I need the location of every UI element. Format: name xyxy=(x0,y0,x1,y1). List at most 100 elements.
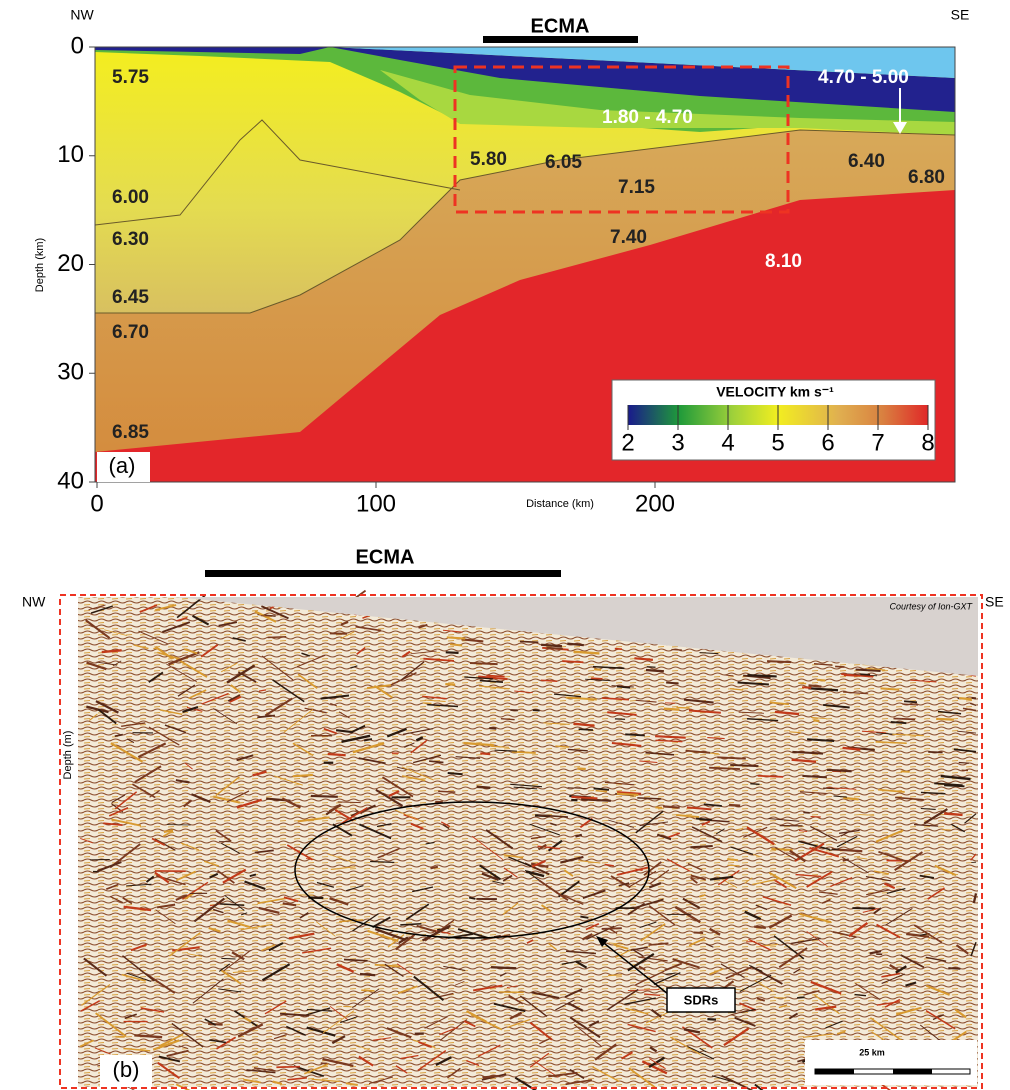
reflector xyxy=(258,906,280,915)
reflector xyxy=(219,903,245,907)
reflector xyxy=(397,985,418,995)
reflector xyxy=(525,870,545,878)
reflector xyxy=(799,912,832,924)
reflector xyxy=(666,681,679,685)
reflector xyxy=(567,1002,584,1012)
reflector xyxy=(755,904,768,911)
reflector xyxy=(258,689,267,692)
reflector xyxy=(412,754,442,764)
reflector xyxy=(607,711,637,716)
x-axis-label: Distance (km) xyxy=(526,498,594,510)
reflector xyxy=(137,742,167,759)
reflector xyxy=(187,953,203,957)
reflector xyxy=(288,932,315,940)
reflector xyxy=(810,980,842,995)
reflector xyxy=(627,1023,656,1033)
reflector xyxy=(971,696,977,700)
reflector xyxy=(85,619,111,639)
reflector xyxy=(401,661,425,681)
reflector xyxy=(297,816,330,823)
reflector xyxy=(617,791,642,795)
reflector xyxy=(96,661,118,666)
reflector xyxy=(594,668,602,671)
reflector xyxy=(95,1012,127,1038)
reflector xyxy=(151,837,166,847)
reflector xyxy=(506,985,518,988)
reflector xyxy=(803,990,820,996)
reflector xyxy=(537,843,547,851)
reflector xyxy=(352,988,380,1009)
reflector xyxy=(240,923,273,931)
reflector xyxy=(447,772,463,776)
reflector xyxy=(628,870,657,888)
reflector xyxy=(306,858,314,861)
reflector xyxy=(457,928,489,940)
sdr-ellipse xyxy=(294,801,650,939)
reflector xyxy=(330,702,338,707)
reflector xyxy=(624,997,656,1005)
reflector xyxy=(478,675,508,681)
reflector xyxy=(322,1010,355,1034)
reflector xyxy=(859,814,875,816)
reflector xyxy=(296,654,326,668)
reflector xyxy=(320,694,350,700)
reflector xyxy=(842,858,850,862)
reflector xyxy=(500,718,515,721)
reflector xyxy=(396,963,413,975)
velocity-label: 6.40 xyxy=(848,151,885,172)
reflector xyxy=(854,993,867,997)
reflector xyxy=(148,726,180,746)
reflector xyxy=(154,871,170,884)
reflector xyxy=(648,1056,666,1069)
y-tick-label: 10 xyxy=(57,141,84,168)
reflector xyxy=(866,667,886,671)
reflector xyxy=(666,858,691,872)
reflector xyxy=(479,864,502,881)
reflector xyxy=(320,1062,328,1065)
reflector xyxy=(802,774,827,779)
reflector xyxy=(130,943,148,952)
reflector xyxy=(182,799,193,808)
reflector xyxy=(683,698,714,704)
reflector xyxy=(494,749,518,752)
reflector xyxy=(588,1020,600,1027)
direction-label: SE xyxy=(985,594,1004,610)
reflector xyxy=(464,676,494,680)
reflector xyxy=(337,801,361,804)
reflector xyxy=(836,1030,846,1035)
reflector xyxy=(416,924,437,933)
reflector xyxy=(571,795,598,800)
reflector xyxy=(104,629,128,636)
reflector xyxy=(222,868,247,884)
reflector xyxy=(223,949,251,972)
reflector xyxy=(649,869,670,884)
reflector xyxy=(644,993,661,997)
reflector xyxy=(175,779,190,784)
reflector xyxy=(958,696,972,701)
reflector xyxy=(835,665,845,668)
reflector xyxy=(124,1013,137,1020)
reflector xyxy=(699,652,719,655)
reflector xyxy=(633,898,664,909)
reflector xyxy=(279,1012,310,1017)
reflector xyxy=(478,685,510,690)
reflector xyxy=(81,983,111,1006)
reflector xyxy=(404,742,415,748)
reflector xyxy=(513,786,538,790)
arrow xyxy=(599,939,669,995)
reflector xyxy=(489,726,497,730)
reflector xyxy=(159,709,183,716)
reflector xyxy=(875,741,907,745)
reflector xyxy=(386,1027,412,1039)
reflector xyxy=(311,1078,340,1083)
reflector xyxy=(730,764,759,768)
reflector xyxy=(463,1020,476,1028)
colorbar-tick-label: 5 xyxy=(771,429,784,456)
reflector xyxy=(841,673,874,678)
reflector xyxy=(750,782,760,786)
reflector xyxy=(670,1036,701,1055)
reflector xyxy=(155,909,176,925)
reflector xyxy=(97,861,122,872)
reflector xyxy=(230,684,242,694)
